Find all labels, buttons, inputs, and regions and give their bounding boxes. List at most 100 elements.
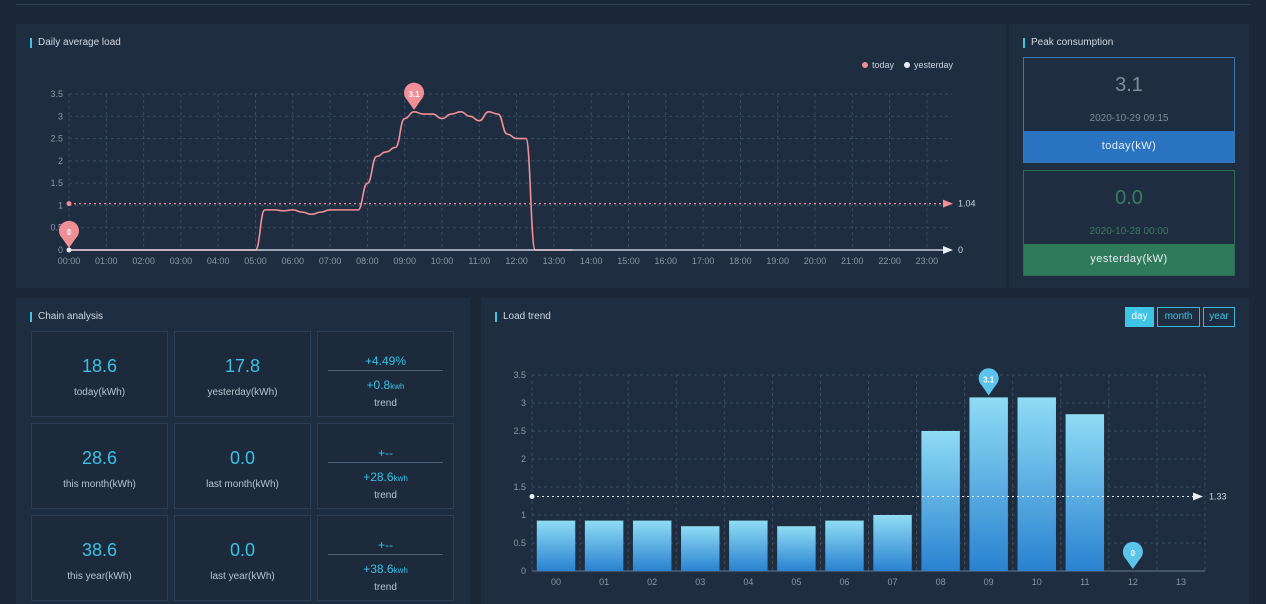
x-tick-label: 19:00 [766, 256, 789, 266]
chain-label: this month(kWh) [63, 479, 136, 490]
today-max-label: 3.1 [408, 90, 420, 99]
peak-title-text: Peak consumption [1031, 37, 1114, 48]
peak-today-button[interactable]: today(kW) [1024, 131, 1234, 162]
chain-delta-unit: kwh [393, 474, 408, 483]
today-min-marker [58, 220, 80, 248]
peak-yesterday-date: 2020-10-28 00:00 [1089, 226, 1169, 237]
yesterday-average-label: 0 [958, 245, 963, 255]
chain-delta: +38.6kwh [318, 562, 453, 576]
chain-label: last year(kWh) [210, 571, 275, 582]
tab-day[interactable]: day [1125, 307, 1154, 327]
today-series-line [68, 111, 573, 251]
today-min-label: 0 [67, 228, 72, 237]
x-tick-label: 13:00 [543, 256, 566, 266]
chain-percent: +4.49% [364, 354, 407, 368]
today-average-arrow [943, 199, 953, 208]
chain-year-trend-cell: +-- +38.6kwh trend [317, 515, 454, 601]
x-tick-label: 16:00 [655, 256, 678, 266]
yesterday-average-arrow [943, 246, 953, 254]
x-tick-label: 04:00 [207, 256, 230, 266]
peak-today-value: 3.1 [1115, 74, 1143, 96]
daily-load-title: Daily average load [30, 37, 121, 48]
tab-year[interactable]: year [1203, 307, 1235, 327]
chain-title: Chain analysis [30, 311, 103, 322]
chain-trend-label: trend [374, 582, 397, 593]
chain-delta-unit: kwh [393, 566, 408, 575]
chain-this-year-cell: 38.6 this year(kWh) [31, 515, 168, 601]
load-trend-title-text: Load trend [503, 311, 551, 322]
chain-month-trend-cell: +-- +28.6kwh trend [317, 423, 454, 509]
x-tick-label: 21:00 [841, 256, 864, 266]
today-average-start [66, 201, 72, 207]
load-trend-title: Load trend [495, 311, 551, 322]
chain-title-text: Chain analysis [38, 311, 104, 322]
x-tick-label: 02:00 [132, 256, 155, 266]
chain-day-trend-cell: +4.49% +0.8kwh trend [317, 331, 454, 417]
chain-delta-value: +38.6 [363, 562, 394, 576]
yesterday-average-start [66, 247, 72, 253]
load-trend-panel: Load trend [481, 298, 1249, 604]
chain-delta-value: +28.6 [363, 470, 394, 484]
today-average-label: 1.04 [958, 199, 976, 209]
y-tick-label: 2.5 [50, 134, 63, 144]
x-tick-label: 01:00 [95, 256, 118, 266]
legend-yesterday-label: yesterday [914, 60, 954, 70]
x-tick-label: 06:00 [282, 256, 305, 266]
chain-today-cell: 18.6 today(kWh) [31, 331, 168, 417]
chain-value: 17.8 [224, 356, 261, 376]
chain-separator [328, 554, 443, 555]
chain-value: 38.6 [81, 540, 118, 560]
top-divider [16, 4, 1250, 5]
x-tick-label: 08:00 [356, 256, 379, 266]
chain-label: today(kWh) [73, 387, 126, 398]
y-tick-label: 1 [58, 200, 63, 210]
chain-this-month-cell: 28.6 this month(kWh) [31, 423, 168, 509]
chain-last-month-cell: 0.0 last month(kWh) [174, 423, 311, 509]
chain-last-year-cell: 0.0 last year(kWh) [174, 515, 311, 601]
peak-yesterday-button[interactable]: yesterday(kW) [1024, 244, 1234, 275]
chain-percent: +-- [378, 538, 393, 552]
chain-delta-value: +0.8 [366, 378, 391, 392]
chain-value: 18.6 [81, 356, 118, 376]
tab-month[interactable]: month [1157, 307, 1200, 327]
chain-separator [328, 462, 443, 463]
y-tick-label: 0.5 [50, 223, 63, 233]
today-max-marker [404, 82, 425, 110]
peak-yesterday-value: 0.0 [1115, 187, 1143, 209]
x-tick-label: 15:00 [617, 256, 640, 266]
legend-today-dot [862, 62, 868, 68]
x-tick-label: 07:00 [319, 256, 342, 266]
x-tick-label: 20:00 [804, 256, 827, 266]
x-tick-label: 17:00 [692, 256, 715, 266]
chain-label: this year(kWh) [67, 571, 132, 582]
chain-trend-label: trend [374, 398, 397, 409]
chain-value: 28.6 [81, 448, 118, 468]
x-tick-label: 09:00 [393, 256, 416, 266]
x-tick-label: 10:00 [431, 256, 454, 266]
chain-delta: +0.8kwh [318, 378, 453, 392]
x-tick-label: 03:00 [170, 256, 193, 266]
x-tick-label: 22:00 [878, 256, 901, 266]
peak-today-card: 3.1 2020-10-29 09:15 today(kW) [1023, 57, 1235, 163]
legend-yesterday-dot [904, 62, 910, 68]
chain-separator [328, 370, 443, 371]
chain-delta-unit: kwh [390, 382, 405, 391]
x-tick-label: 05:00 [244, 256, 267, 266]
peak-today-date: 2020-10-29 09:15 [1089, 113, 1169, 124]
y-tick-label: 2 [58, 156, 63, 166]
chain-value: 0.0 [229, 448, 256, 468]
peak-title: Peak consumption [1023, 37, 1113, 48]
y-tick-label: 3 [58, 111, 63, 121]
x-tick-label: 11:00 [468, 256, 490, 266]
peak-yesterday-card: 0.0 2020-10-28 00:00 yesterday(kW) [1023, 170, 1235, 276]
chain-yesterday-cell: 17.8 yesterday(kWh) [174, 331, 311, 417]
chain-percent: +-- [378, 446, 393, 460]
chain-label: last month(kWh) [206, 479, 279, 490]
chain-value: 0.0 [229, 540, 256, 560]
chain-label: yesterday(kWh) [207, 387, 278, 398]
x-tick-label: 23:00 [916, 256, 939, 266]
x-tick-label: 00:00 [58, 256, 81, 266]
y-tick-label: 0 [58, 245, 63, 255]
legend-today-label: today [872, 60, 895, 70]
chain-delta: +28.6kwh [318, 470, 453, 484]
